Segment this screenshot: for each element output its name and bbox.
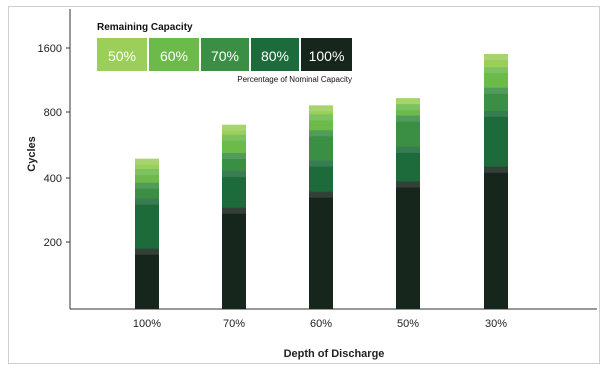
bar-highlight	[396, 115, 420, 122]
bar-highlight	[309, 114, 333, 121]
legend-swatch-50pct	[97, 38, 147, 71]
bar-segment-100pct	[396, 181, 420, 309]
legend-label: 100%	[309, 48, 345, 64]
legend-label: 60%	[160, 48, 188, 64]
legend-swatch-80pct	[251, 38, 299, 71]
legend-swatch-70pct	[201, 38, 249, 71]
bar-highlight	[396, 181, 420, 188]
bar-highlight	[484, 87, 508, 94]
bar-highlight	[135, 182, 159, 189]
bar-highlight	[484, 110, 508, 117]
bar-highlight	[309, 191, 333, 198]
chart-frame: 200 400 800 1600 Cycles Depth of Discharge 100…	[8, 6, 600, 364]
legend-label: 70%	[211, 48, 239, 64]
bar-segment-100pct	[484, 166, 508, 309]
x-tick-label: 30%	[485, 318, 507, 330]
bar-highlight	[222, 171, 246, 178]
y-axis-title: Cycles	[26, 136, 38, 171]
bar-highlight	[135, 248, 159, 255]
bar-segment-100pct	[222, 207, 246, 309]
y-tick-label: 800	[44, 107, 62, 119]
bar-highlight	[309, 105, 333, 112]
legend-label: 80%	[261, 48, 289, 64]
x-axis-title: Depth of Discharge	[284, 348, 385, 360]
bar-segment-100pct	[309, 191, 333, 309]
bar-highlight	[222, 124, 246, 131]
bar-highlight	[135, 198, 159, 205]
bar-highlight	[222, 207, 246, 214]
bar-highlight	[396, 98, 420, 105]
bar-highlight	[484, 67, 508, 74]
x-tick-label: 50%	[397, 318, 419, 330]
legend-subtitle: Percentage of Nominal Capacity	[237, 75, 352, 84]
bar-highlight	[135, 158, 159, 165]
legend-swatch-60pct	[149, 38, 199, 71]
bar-segment-100pct	[135, 248, 159, 309]
chart-svg: 200 400 800 1600 Cycles Depth of Discharge 100…	[26, 9, 597, 360]
bar-highlight	[222, 134, 246, 141]
bar-highlight	[309, 130, 333, 137]
y-tick-label: 400	[44, 173, 62, 185]
bar-highlight	[222, 153, 246, 160]
bar-highlight	[309, 160, 333, 167]
y-tick-label: 200	[44, 237, 62, 249]
bar-highlight	[135, 168, 159, 175]
y-tick-label: 1600	[38, 43, 62, 55]
legend-label: 50%	[108, 48, 136, 64]
x-tick-label: 100%	[133, 318, 161, 330]
x-tick-label: 70%	[223, 318, 245, 330]
bar-highlight	[396, 104, 420, 111]
bar-highlight	[484, 166, 508, 173]
bar-highlight	[484, 53, 508, 60]
legend-title: Remaining Capacity	[97, 22, 193, 33]
x-tick-label: 60%	[310, 318, 332, 330]
bar-highlight	[396, 146, 420, 153]
legend-swatch-100pct	[301, 38, 352, 71]
